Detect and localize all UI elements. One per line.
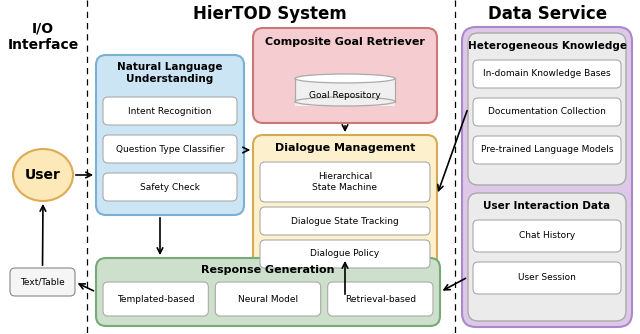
Ellipse shape [13,149,73,201]
FancyBboxPatch shape [473,262,621,294]
FancyBboxPatch shape [468,193,626,321]
Text: Pre-trained Language Models: Pre-trained Language Models [481,146,613,155]
Text: Dialogue Management: Dialogue Management [275,143,415,153]
Text: Question Type Classifier: Question Type Classifier [116,145,224,154]
FancyBboxPatch shape [468,33,626,185]
FancyBboxPatch shape [473,136,621,164]
FancyBboxPatch shape [103,135,237,163]
Text: Intent Recognition: Intent Recognition [128,107,212,116]
Text: Composite Goal Retriever: Composite Goal Retriever [265,37,425,47]
FancyBboxPatch shape [260,240,430,268]
FancyBboxPatch shape [103,173,237,201]
Text: In-domain Knowledge Bases: In-domain Knowledge Bases [483,69,611,78]
Text: Retrieval-based: Retrieval-based [345,295,416,304]
FancyBboxPatch shape [96,55,244,215]
Text: Goal Repository: Goal Repository [309,91,381,100]
FancyBboxPatch shape [253,28,437,123]
FancyBboxPatch shape [473,98,621,126]
FancyBboxPatch shape [473,60,621,88]
FancyBboxPatch shape [260,207,430,235]
FancyBboxPatch shape [96,258,440,326]
Text: Response Generation: Response Generation [201,265,335,275]
Ellipse shape [295,97,395,106]
FancyBboxPatch shape [103,282,209,316]
Text: Text/Table: Text/Table [20,278,65,287]
Text: Hierarchical
State Machine: Hierarchical State Machine [312,172,378,192]
FancyBboxPatch shape [473,220,621,252]
FancyBboxPatch shape [215,282,321,316]
FancyBboxPatch shape [10,268,75,296]
Bar [295,78,395,106]
Text: Heterogeneous Knowledge: Heterogeneous Knowledge [467,41,627,51]
Text: HierTOD System: HierTOD System [193,5,347,23]
Text: Dialogue State Tracking: Dialogue State Tracking [291,216,399,225]
FancyBboxPatch shape [328,282,433,316]
Text: Neural Model: Neural Model [238,295,298,304]
FancyBboxPatch shape [103,97,237,125]
Ellipse shape [295,74,395,83]
Text: Dialogue Policy: Dialogue Policy [310,249,380,259]
Text: Safety Check: Safety Check [140,182,200,191]
Text: I/O
Interface: I/O Interface [8,22,79,52]
FancyBboxPatch shape [253,135,437,297]
Text: Natural Language
Understanding: Natural Language Understanding [117,62,223,84]
Text: Data Service: Data Service [488,5,607,23]
Text: Documentation Collection: Documentation Collection [488,108,606,117]
Text: User Session: User Session [518,274,576,283]
Text: User Interaction Data: User Interaction Data [483,201,611,211]
Text: Chat History: Chat History [519,231,575,240]
Text: User: User [25,168,61,182]
Text: Templated-based: Templated-based [117,295,195,304]
FancyBboxPatch shape [260,162,430,202]
FancyBboxPatch shape [462,27,632,327]
